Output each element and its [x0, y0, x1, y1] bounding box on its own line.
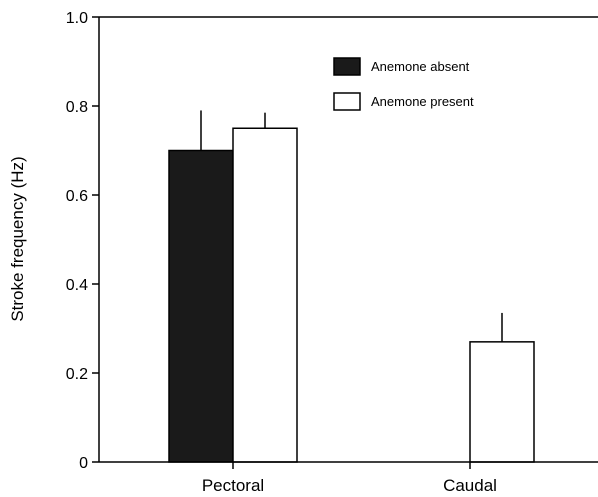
y-tick-label-3: 0.6 — [66, 188, 88, 205]
x-category-label-1: Caudal — [443, 476, 497, 495]
bar-anemone-present-caudal — [469, 341, 535, 463]
y-tick-label-1: 0.2 — [66, 366, 88, 383]
y-tick-label-5: 1.0 — [66, 10, 88, 27]
legend-label-0: Anemone absent — [371, 59, 470, 74]
y-tick-label-2: 0.4 — [66, 277, 88, 294]
legend-swatch-1 — [333, 92, 361, 111]
y-axis-label: Stroke frequency (Hz) — [8, 156, 27, 321]
y-tick-label-0: 0 — [79, 455, 88, 472]
y-ticks-group: 0 0.2 0.4 0.6 0.8 1.0 — [66, 10, 99, 472]
error-bars-group — [200, 110, 503, 342]
legend-label-1: Anemone present — [371, 94, 474, 109]
bar-anemone-present-pectoral — [232, 127, 298, 463]
x-category-label-0: Pectoral — [202, 476, 264, 495]
legend: Anemone absent Anemone present — [333, 57, 474, 111]
y-tick-label-4: 0.8 — [66, 99, 88, 116]
bar-anemone-absent-pectoral — [168, 149, 234, 463]
bars-group — [168, 127, 535, 463]
legend-swatch-0 — [333, 57, 361, 76]
x-categories-group: Pectoral Caudal — [202, 462, 497, 495]
